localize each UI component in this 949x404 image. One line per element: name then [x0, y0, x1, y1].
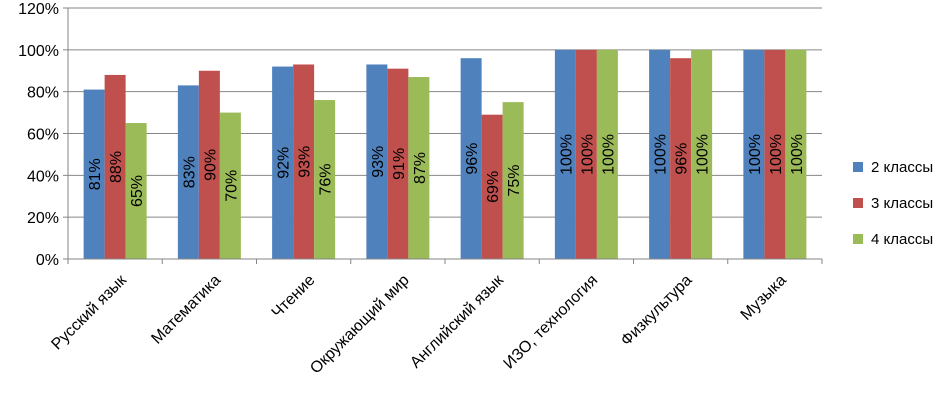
- data-label: 88%: [108, 151, 125, 183]
- data-label: 81%: [87, 158, 104, 190]
- data-label: 100%: [579, 134, 596, 175]
- legend-item: 3 классы: [853, 195, 933, 212]
- bar: [104, 74, 126, 259]
- data-label: 93%: [370, 146, 387, 178]
- category-label: Чтение: [269, 272, 319, 322]
- data-label: 70%: [223, 170, 240, 202]
- category-label: Музыка: [738, 272, 790, 324]
- data-label: 100%: [653, 134, 670, 175]
- bar: [272, 66, 294, 259]
- data-label: 93%: [297, 146, 314, 178]
- bar: [460, 58, 482, 260]
- y-tick-label: 40%: [27, 168, 59, 185]
- bar: [596, 49, 618, 260]
- y-tick-label: 100%: [18, 43, 59, 60]
- y-axis: 0% 20% 40% 60% 80% 100% 120%: [18, 1, 69, 269]
- y-tick-label: 80%: [27, 85, 59, 102]
- bar: [366, 64, 388, 259]
- legend-item: 4 классы: [853, 231, 933, 248]
- data-label: 75%: [506, 165, 523, 197]
- category-label: Математика: [148, 272, 224, 348]
- bar: [502, 102, 524, 259]
- bar: [408, 77, 430, 260]
- data-label: 100%: [558, 134, 575, 175]
- bar: [219, 112, 241, 259]
- category-label: Русский язык: [48, 271, 130, 353]
- data-label: 92%: [276, 147, 293, 179]
- category-label: Физкультура: [618, 272, 696, 350]
- data-label: 100%: [600, 134, 617, 175]
- bar: [743, 49, 765, 260]
- bar: [177, 85, 199, 260]
- bar: [764, 49, 786, 260]
- legend-label: 2 классы: [871, 159, 933, 176]
- y-tick-label: 20%: [27, 210, 59, 227]
- bar: [387, 68, 409, 260]
- data-label: 83%: [181, 156, 198, 188]
- legend-label: 3 классы: [871, 195, 933, 212]
- data-label: 100%: [789, 134, 806, 175]
- data-label: 90%: [202, 149, 219, 181]
- bar: [554, 49, 576, 260]
- data-label: 96%: [674, 143, 691, 175]
- category-label: Окружающий мир: [307, 272, 413, 378]
- data-label: 100%: [747, 134, 764, 175]
- category-label: ИЗО, технология: [501, 272, 602, 373]
- category-label: Английский язык: [407, 271, 507, 371]
- data-label: 76%: [318, 164, 335, 196]
- y-tick-label: 0%: [36, 252, 59, 269]
- legend-swatch: [853, 198, 863, 208]
- data-label: 96%: [464, 143, 481, 175]
- legend-swatch: [853, 234, 863, 244]
- data-label: 100%: [695, 134, 712, 175]
- data-label: 65%: [129, 175, 146, 207]
- bar: [481, 114, 503, 259]
- bar: [575, 49, 597, 260]
- bar: [670, 58, 692, 260]
- data-label: 91%: [391, 148, 408, 180]
- legend: 2 классы 3 классы 4 классы: [853, 159, 933, 248]
- bar: [83, 89, 105, 259]
- bars: 81% 88%65%83% 90%70%92% 93%76%93% 91% 87% 96%6…: [83, 49, 807, 260]
- bar: [649, 49, 671, 260]
- y-tick-label: 120%: [18, 1, 59, 18]
- bar: [314, 100, 336, 260]
- data-label: 87%: [412, 152, 429, 184]
- bar: [785, 49, 807, 260]
- legend-swatch: [853, 162, 863, 172]
- y-tick-label: 60%: [27, 127, 59, 144]
- legend-label: 4 классы: [871, 231, 933, 248]
- legend-item: 2 классы: [853, 159, 933, 176]
- data-label: 69%: [485, 171, 502, 203]
- data-label: 100%: [768, 134, 785, 175]
- bar: [691, 49, 713, 260]
- bar: [198, 70, 220, 259]
- bar: [293, 64, 315, 259]
- bar: [125, 123, 147, 260]
